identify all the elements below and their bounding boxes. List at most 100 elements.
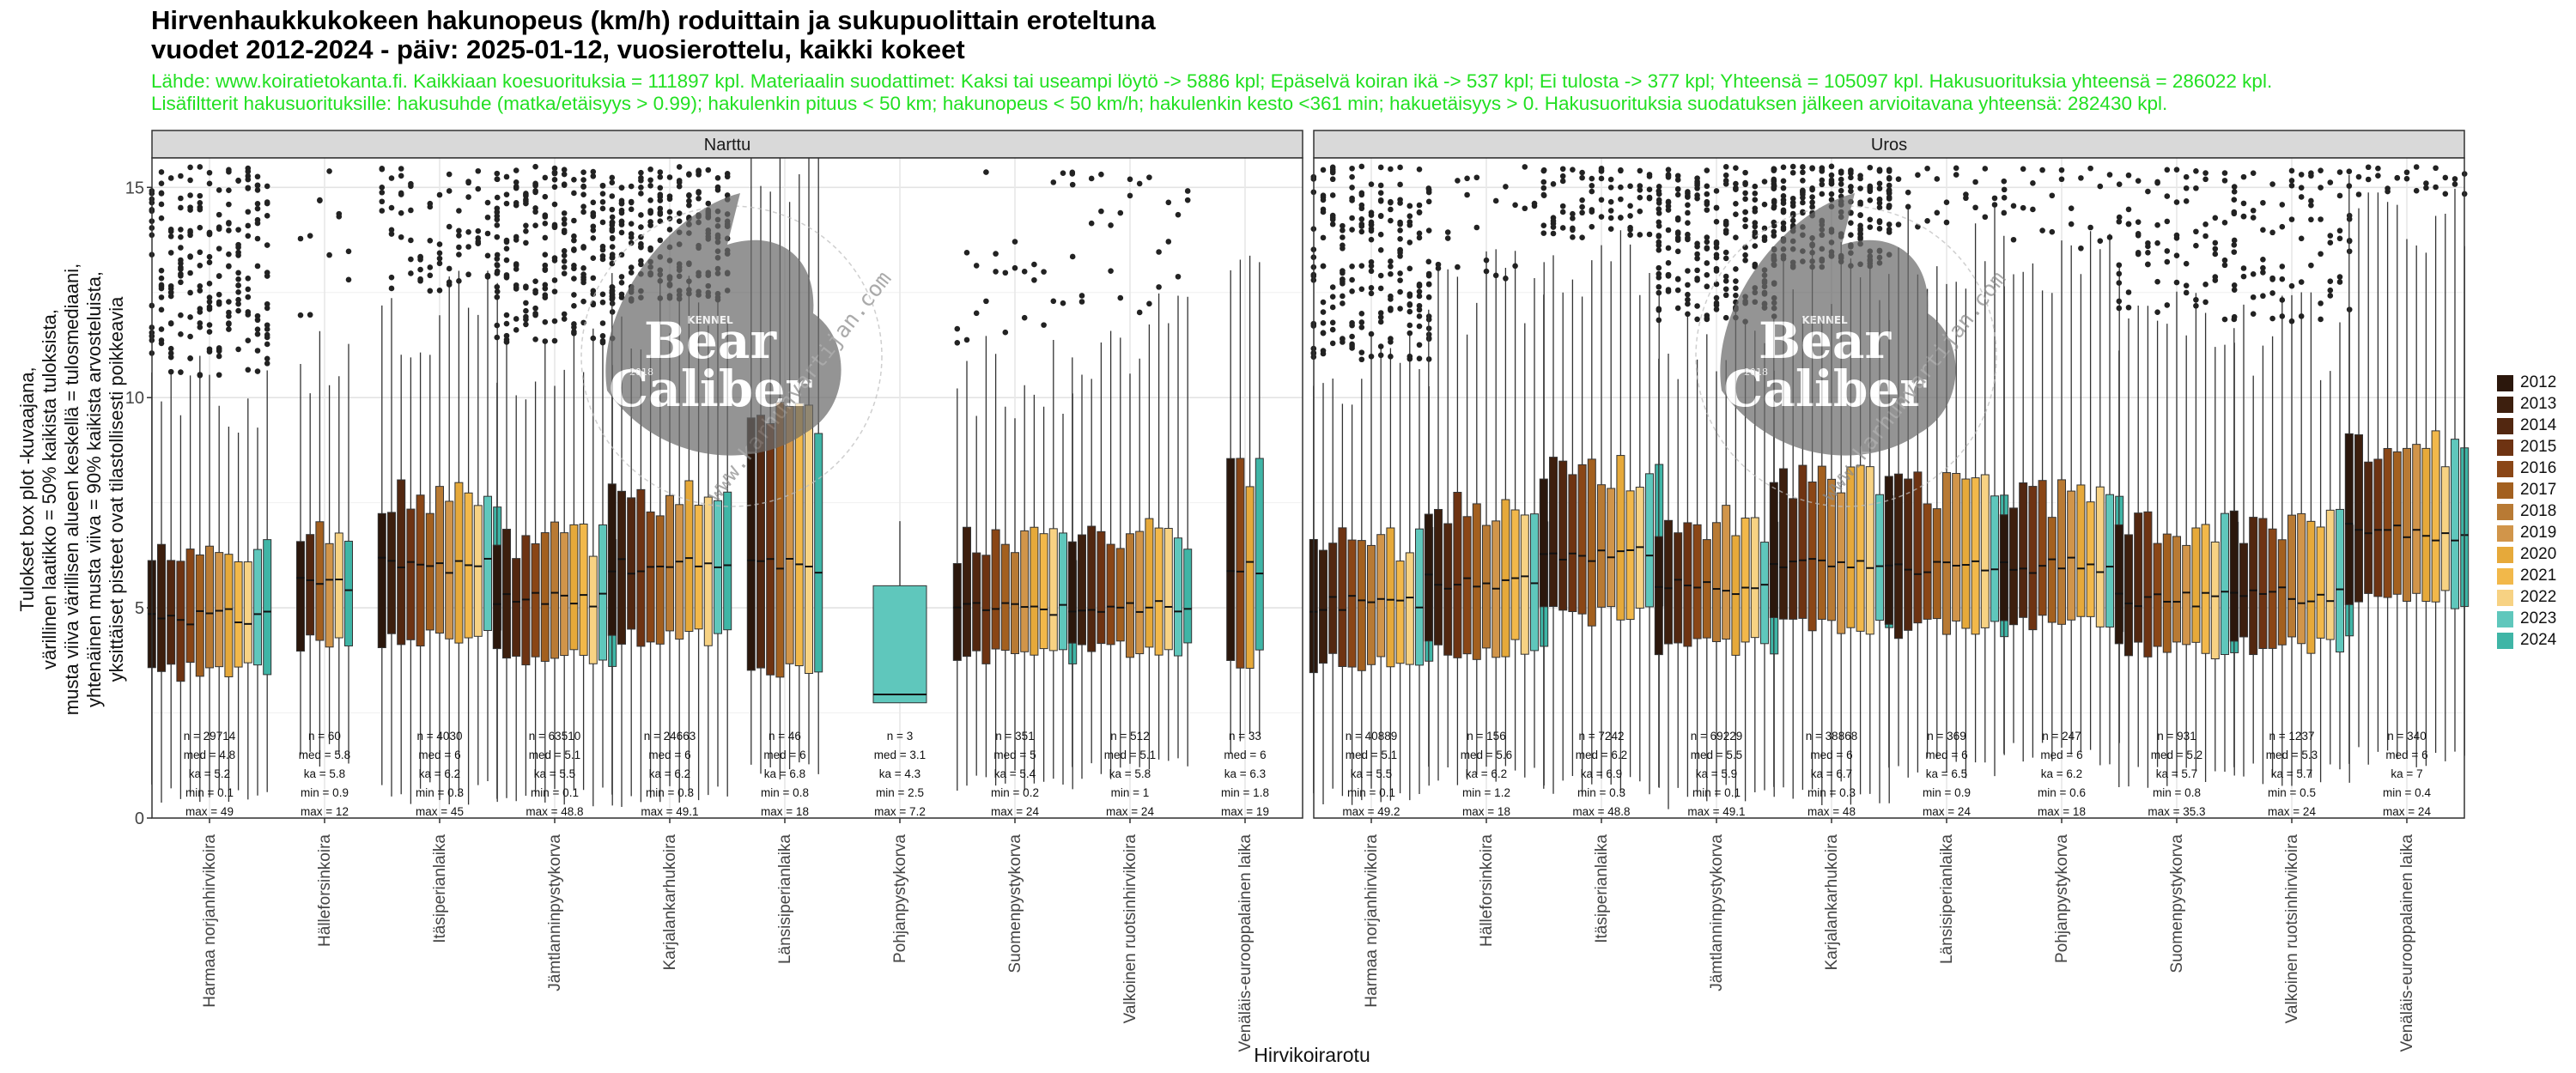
outlier-point	[1742, 216, 1748, 223]
outlier-point	[647, 209, 653, 215]
outlier-point	[235, 227, 241, 233]
box-iqr	[1236, 458, 1245, 669]
outlier-point	[1713, 218, 1720, 225]
outlier-point	[1368, 353, 1375, 360]
outlier-point	[1377, 272, 1384, 279]
outlier-point	[1329, 192, 1336, 198]
outlier-point	[158, 275, 165, 282]
box-iqr	[2451, 439, 2459, 609]
outlier-point	[178, 227, 184, 233]
outlier-point	[1876, 226, 1883, 232]
outlier-point	[542, 221, 549, 227]
box-iqr	[1817, 465, 1826, 620]
outlier-point	[2240, 200, 2247, 207]
outlier-point	[1060, 300, 1066, 306]
outlier-point	[197, 206, 204, 213]
outlier-point	[1329, 164, 1336, 171]
outlier-point	[388, 227, 395, 233]
outlier-point	[1733, 292, 1739, 299]
outlier-point	[1828, 177, 1835, 184]
outlier-point	[696, 195, 702, 202]
outlier-point	[2355, 191, 2362, 197]
outlier-point	[1761, 237, 1768, 244]
outlier-point	[216, 226, 222, 232]
outlier-point	[1694, 277, 1700, 283]
outlier-point	[254, 368, 261, 374]
box-iqr	[2182, 544, 2191, 646]
outlier-point	[2058, 176, 2065, 183]
outlier-point	[638, 185, 644, 191]
outlier-point	[571, 262, 577, 269]
outlier-point	[178, 173, 184, 179]
outlier-point	[264, 355, 270, 362]
outlier-point	[1320, 263, 1327, 270]
outlier-point	[167, 368, 174, 375]
outlier-point	[2145, 239, 2151, 246]
box-iqr	[253, 549, 262, 666]
outlier-point	[2010, 203, 2017, 209]
outlier-point	[1358, 263, 1365, 269]
outlier-point	[1012, 239, 1018, 245]
y-axis-title: Tulokset box plot -kuvaajana, värillinen…	[9, 215, 155, 764]
outlier-point	[551, 277, 558, 283]
y-axis-title-line: yksittäiset pisteet ovat tilastollisesti…	[106, 296, 127, 682]
outlier-point	[1742, 181, 1748, 188]
box-iqr	[1837, 492, 1846, 634]
outlier-point	[676, 164, 683, 170]
box-iqr	[406, 508, 416, 640]
outlier-point	[657, 197, 664, 203]
watermark-year: 2018	[629, 367, 653, 378]
box-iqr	[344, 540, 353, 646]
outlier-point	[1685, 202, 1691, 209]
outlier-point	[465, 271, 471, 278]
stat-label: max = 48.8	[1572, 805, 1630, 818]
outlier-point	[456, 208, 462, 214]
outlier-point	[2164, 258, 2171, 265]
outlier-point	[2451, 176, 2458, 182]
outlier-point	[427, 288, 434, 294]
outlier-point	[1522, 164, 1528, 170]
outlier-point	[167, 350, 174, 356]
box-iqr	[1683, 522, 1692, 647]
outlier-point	[1425, 282, 1432, 288]
outlier-point	[647, 219, 653, 225]
outlier-point	[436, 250, 443, 257]
watermark-kennel: KENNEL	[1801, 314, 1848, 326]
outlier-point	[1982, 214, 1989, 221]
outlier-point	[1752, 183, 1759, 190]
stat-label: n = 931	[2157, 730, 2196, 743]
box-iqr	[1865, 466, 1874, 635]
outlier-point	[2068, 221, 2075, 227]
outlier-point	[245, 165, 252, 172]
box-iqr	[1011, 552, 1019, 654]
box-iqr	[560, 532, 569, 657]
outlier-point	[1329, 326, 1336, 333]
outlier-point	[446, 188, 453, 194]
outlier-point	[1771, 185, 1777, 191]
box-iqr	[1405, 552, 1414, 665]
box-iqr	[646, 511, 655, 643]
box-iqr	[243, 561, 252, 664]
outlier-point	[1674, 287, 1681, 294]
outlier-point	[2327, 278, 2334, 284]
outlier-point	[657, 205, 664, 212]
outlier-point	[1358, 221, 1365, 227]
box-iqr	[1980, 474, 1990, 628]
outlier-point	[178, 233, 184, 240]
outlier-point	[1722, 255, 1729, 262]
legend-label: 2022	[2520, 588, 2557, 606]
outlier-point	[1771, 219, 1777, 226]
outlier-point	[226, 251, 232, 258]
outlier-point	[1455, 178, 1461, 184]
box-iqr	[872, 585, 927, 704]
box-iqr	[1539, 478, 1548, 608]
outlier-point	[1838, 187, 1844, 194]
legend-label: 2024	[2520, 631, 2557, 649]
outlier-point	[379, 189, 386, 196]
outlier-point	[1406, 213, 1413, 220]
outlier-point	[1665, 207, 1672, 213]
outlier-point	[1694, 255, 1700, 262]
outlier-point	[178, 245, 184, 251]
outlier-point	[1685, 311, 1691, 318]
